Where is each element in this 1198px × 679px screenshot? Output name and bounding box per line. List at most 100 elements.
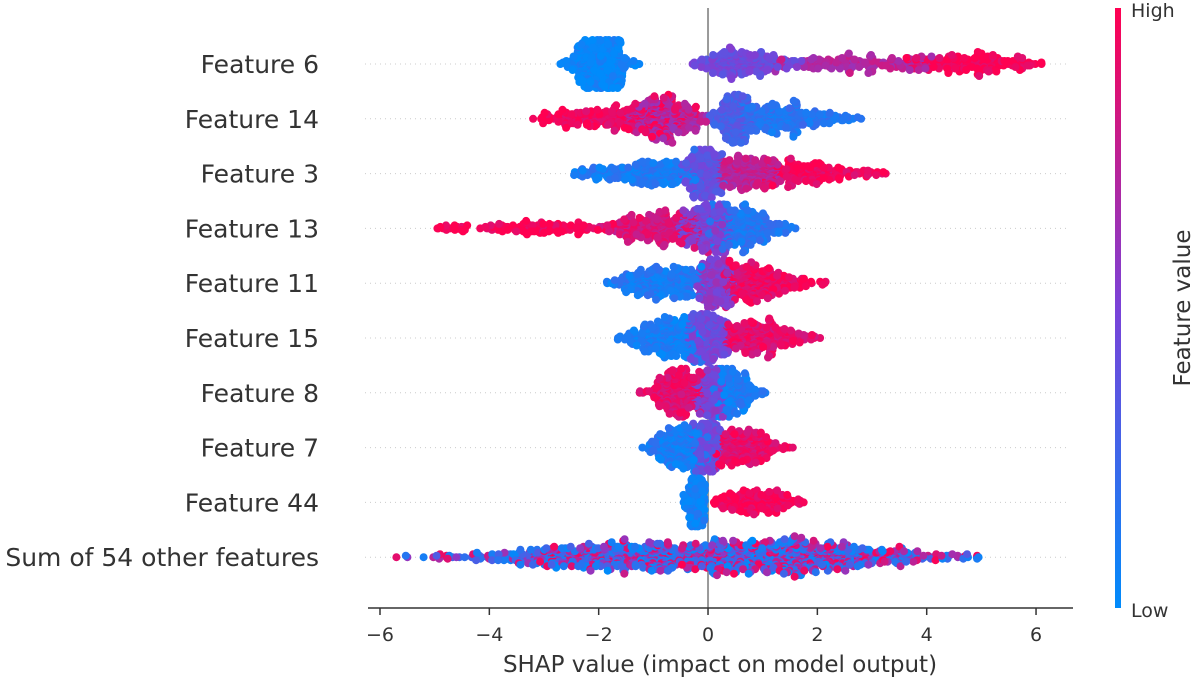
shap-dot [741,154,750,163]
shap-dot [680,313,689,321]
shap-dot [814,64,822,73]
shap-dot [641,128,650,137]
shap-dot [622,105,631,114]
shap-dot [668,234,677,243]
shap-dot [588,43,597,52]
shap-dot [765,314,774,323]
shap-dot [799,63,808,71]
shap-dot [879,168,888,177]
shap-dot [795,338,804,347]
shap-dot [707,193,716,202]
shap-dot [620,54,629,62]
shap-dot [861,58,869,67]
shap-dot [585,84,593,92]
shap-dot [596,51,605,60]
shap-dot [698,328,707,337]
shap-dot [706,217,715,226]
shap-dot [697,162,705,170]
shap-dot [947,51,956,59]
shap-dot [620,335,629,344]
shap-dot [638,178,647,187]
shap-dot [764,264,773,273]
shap-dot [602,107,611,116]
shap-dot [773,271,782,280]
shap-dot [710,150,719,159]
shap-dot [717,189,726,198]
shap-dot [612,101,621,110]
shap-dot [792,63,801,71]
shap-dot [784,183,793,192]
shap-dot [582,107,591,116]
shap-dot [670,294,679,303]
shap-dot [681,159,690,168]
shap-dot [725,256,734,265]
shap-dot [650,213,659,222]
shap-dot [610,49,618,58]
shap-dot [742,184,751,193]
shap-dot [1000,57,1009,65]
shap-dot [782,172,791,181]
shap-dot [727,75,736,83]
shap-dot [669,262,678,271]
shap-dot [582,53,591,62]
shap-dot [789,132,798,141]
shap-dot [680,99,689,108]
shap-dot [687,153,696,162]
shap-dot [723,269,732,278]
shap-dot [690,243,699,252]
shap-dot [738,289,747,298]
shap-dot [696,182,705,191]
shap-dot [737,138,745,147]
shap-dot [775,107,784,116]
shap-dot [495,219,504,228]
shap-dot [579,221,588,230]
shap-dot [691,274,700,283]
shap-dot [622,288,631,297]
feature-row-dots [613,310,825,366]
shap-dot [691,126,700,135]
shap-dot [781,123,790,132]
shap-dot [610,165,619,174]
shap-dot [972,64,981,73]
shap-dot [751,156,760,165]
shap-dot [790,283,799,292]
shap-dot [785,104,794,113]
shap-dot [567,110,576,119]
shap-dot [593,225,602,234]
shap-dot [1023,61,1032,70]
shap-dot [768,128,776,137]
shap-dot [539,119,548,128]
shap-dot [697,262,706,271]
shap-dot [671,104,680,113]
shap-dot [760,184,769,193]
shap-dot [777,341,786,350]
shap-dot [590,66,598,75]
shap-dot [1011,63,1020,71]
shap-dot [600,82,609,91]
shap-dot [697,63,706,71]
shap-dot [568,66,577,74]
shap-dot [905,66,914,74]
shap-dot [746,51,755,59]
shap-dot [629,326,638,335]
shap-dot [838,54,847,62]
shap-dot [578,166,587,175]
shap-dot [737,237,746,246]
shap-dot [803,162,812,171]
shap-dot [705,111,714,120]
shap-dot [710,120,719,129]
shap-dot [667,270,676,279]
shap-dot [690,61,699,70]
feature-row-dots [570,145,890,202]
shap-dot [593,105,602,114]
shap-dot [759,343,768,351]
shap-dot [623,237,632,246]
shap-dot [610,174,619,183]
shap-dot [588,36,597,44]
shap-dot [785,273,793,282]
shap-dot [562,123,571,132]
shap-dot [834,163,843,172]
shap-dot [707,270,716,279]
shap-dot [662,157,671,166]
